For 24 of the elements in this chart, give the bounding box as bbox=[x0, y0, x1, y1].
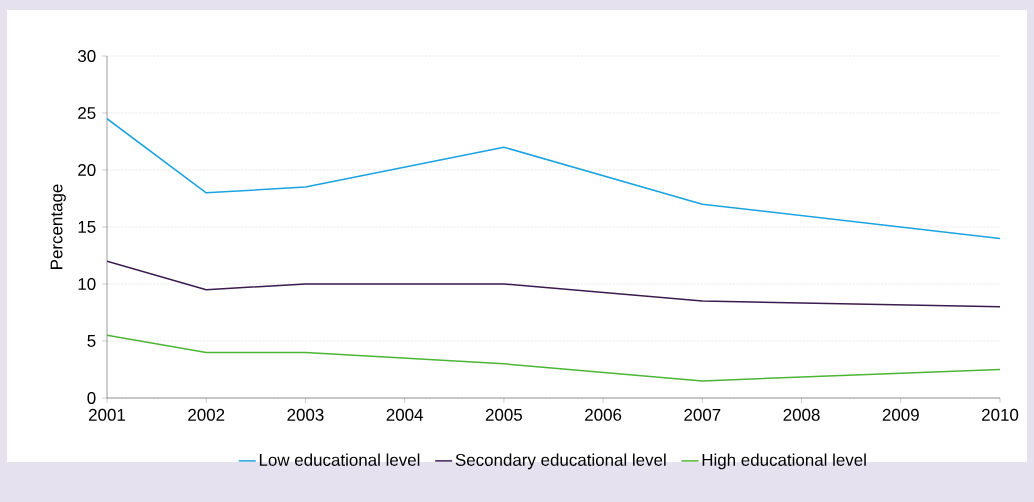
y-tick-label: 25 bbox=[78, 107, 96, 119]
legend-label: Secondary educational level bbox=[455, 453, 666, 470]
x-tick-label: 2004 bbox=[386, 408, 423, 421]
y-axis-title: Percentage bbox=[50, 184, 66, 269]
x-tick-label: 2009 bbox=[882, 408, 919, 421]
x-tick-label: 2005 bbox=[485, 408, 523, 421]
x-tick-label: 2002 bbox=[188, 408, 225, 421]
y-tick-label: 15 bbox=[78, 221, 96, 233]
y-tick-label: 20 bbox=[78, 164, 96, 176]
x-tick-label: 2003 bbox=[287, 408, 324, 421]
x-tick-label: 2010 bbox=[982, 408, 1019, 421]
line-series bbox=[107, 334, 1001, 382]
legend-label: Low educational level bbox=[259, 453, 420, 466]
y-tick-label: 10 bbox=[78, 278, 96, 290]
line-series bbox=[107, 117, 1001, 240]
x-tick-label: 2008 bbox=[783, 408, 820, 421]
line-series bbox=[107, 260, 1001, 308]
x-tick-label: 2001 bbox=[89, 408, 125, 421]
x-tick-label: 2006 bbox=[585, 408, 622, 421]
y-tick-label: 5 bbox=[87, 335, 96, 347]
y-tick-label: 30 bbox=[77, 50, 96, 62]
legend-label: High educational level bbox=[702, 453, 866, 470]
y-tick-label: 0 bbox=[87, 392, 96, 404]
x-tick-label: 2007 bbox=[684, 408, 721, 421]
